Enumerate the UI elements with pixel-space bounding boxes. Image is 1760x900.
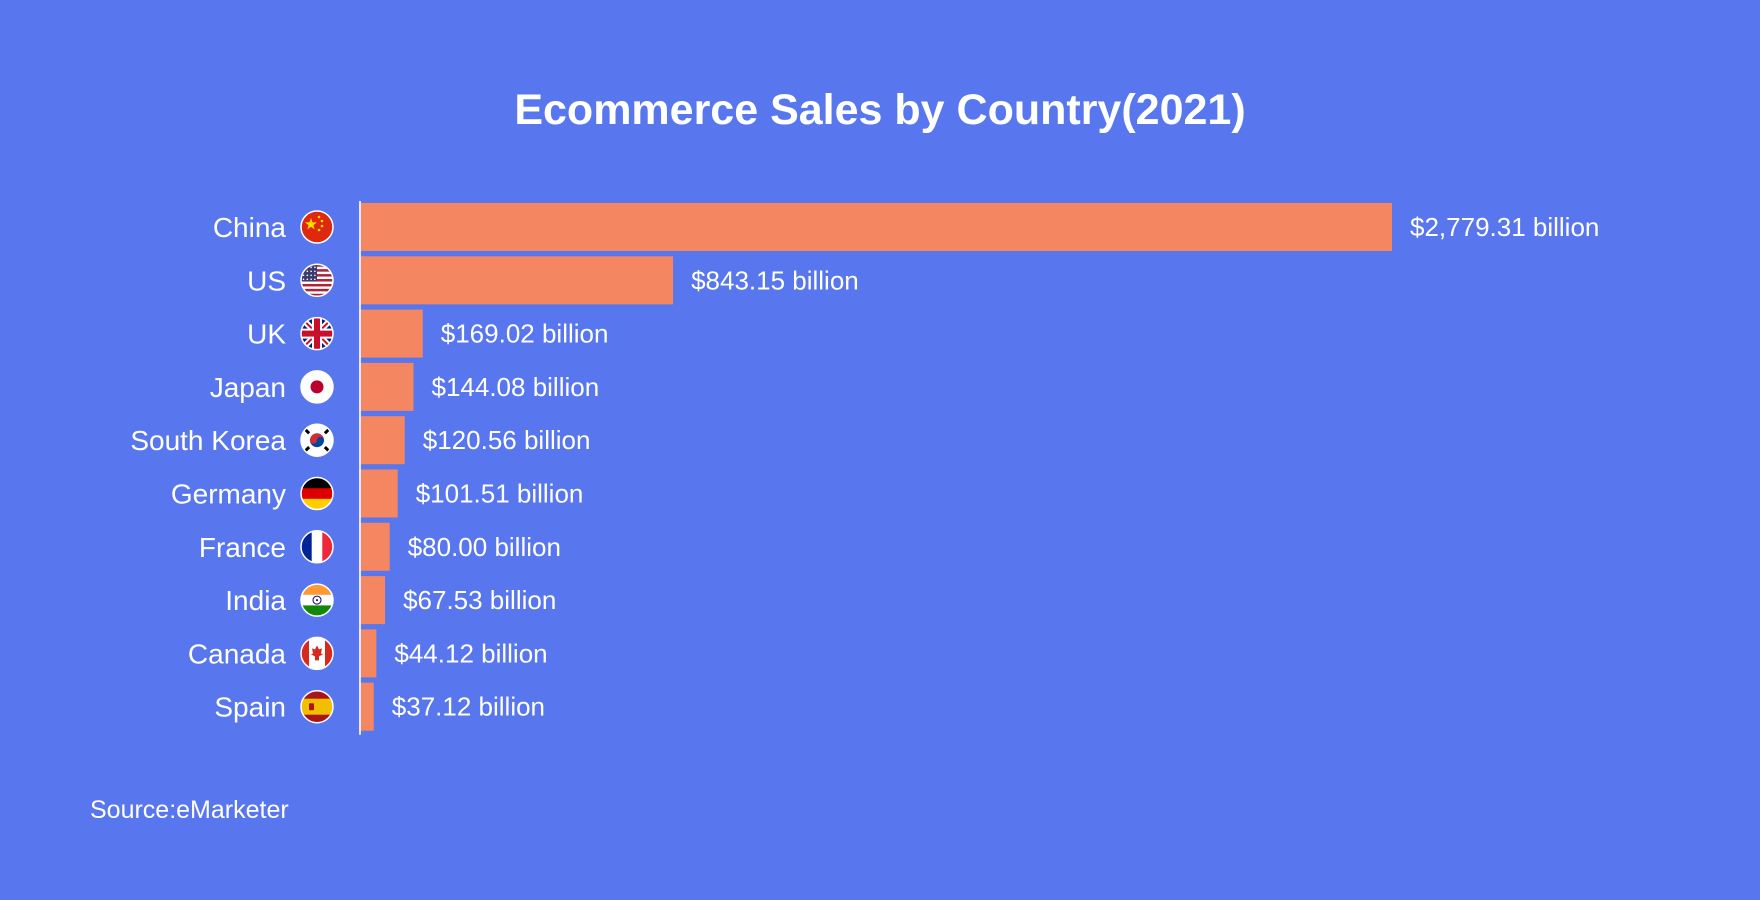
value-label-germany: $101.51 billion	[416, 479, 584, 509]
bar-canada	[360, 629, 377, 678]
france-flag-icon	[300, 530, 334, 564]
germany-flag-icon	[300, 476, 334, 511]
category-label-india: India	[225, 585, 286, 616]
china-flag-icon	[300, 210, 334, 244]
bar-india	[360, 576, 386, 625]
value-label-south-korea: $120.56 billion	[423, 425, 591, 455]
category-label-us: US	[247, 265, 286, 296]
us-flag-icon	[300, 263, 334, 298]
bar-spain	[360, 682, 374, 731]
value-label-china: $2,779.31 billion	[1410, 212, 1599, 242]
uk-flag-icon	[300, 316, 334, 351]
category-label-germany: Germany	[171, 479, 286, 510]
category-label-south-korea: South Korea	[130, 425, 286, 456]
japan-flag-icon	[300, 370, 334, 404]
bar-south-korea	[360, 416, 405, 465]
bar-france	[360, 522, 390, 571]
category-label-france: France	[199, 532, 286, 563]
bar-us	[360, 256, 674, 305]
category-label-uk: UK	[247, 319, 286, 350]
category-label-china: China	[213, 212, 287, 243]
source-note: Source:eMarketer	[90, 796, 289, 824]
value-label-france: $80.00 billion	[408, 532, 561, 562]
category-label-spain: Spain	[214, 692, 286, 723]
value-label-india: $67.53 billion	[403, 585, 556, 615]
bar-japan	[360, 362, 414, 411]
spain-flag-icon	[300, 689, 334, 724]
category-label-japan: Japan	[210, 372, 286, 403]
south-korea-flag-icon	[300, 423, 334, 457]
value-label-us: $843.15 billion	[691, 265, 859, 295]
bar-china	[360, 203, 1392, 251]
chart-title: Ecommerce Sales by Country(2021)	[514, 86, 1246, 134]
value-label-uk: $169.02 billion	[441, 319, 609, 349]
canada-flag-icon	[300, 636, 334, 671]
bar-germany	[360, 469, 398, 518]
value-label-japan: $144.08 billion	[431, 372, 599, 402]
value-label-canada: $44.12 billion	[394, 638, 547, 668]
category-label-canada: Canada	[188, 638, 287, 669]
india-flag-icon	[300, 583, 334, 617]
value-label-spain: $37.12 billion	[392, 692, 545, 722]
bar-uk	[360, 309, 423, 358]
